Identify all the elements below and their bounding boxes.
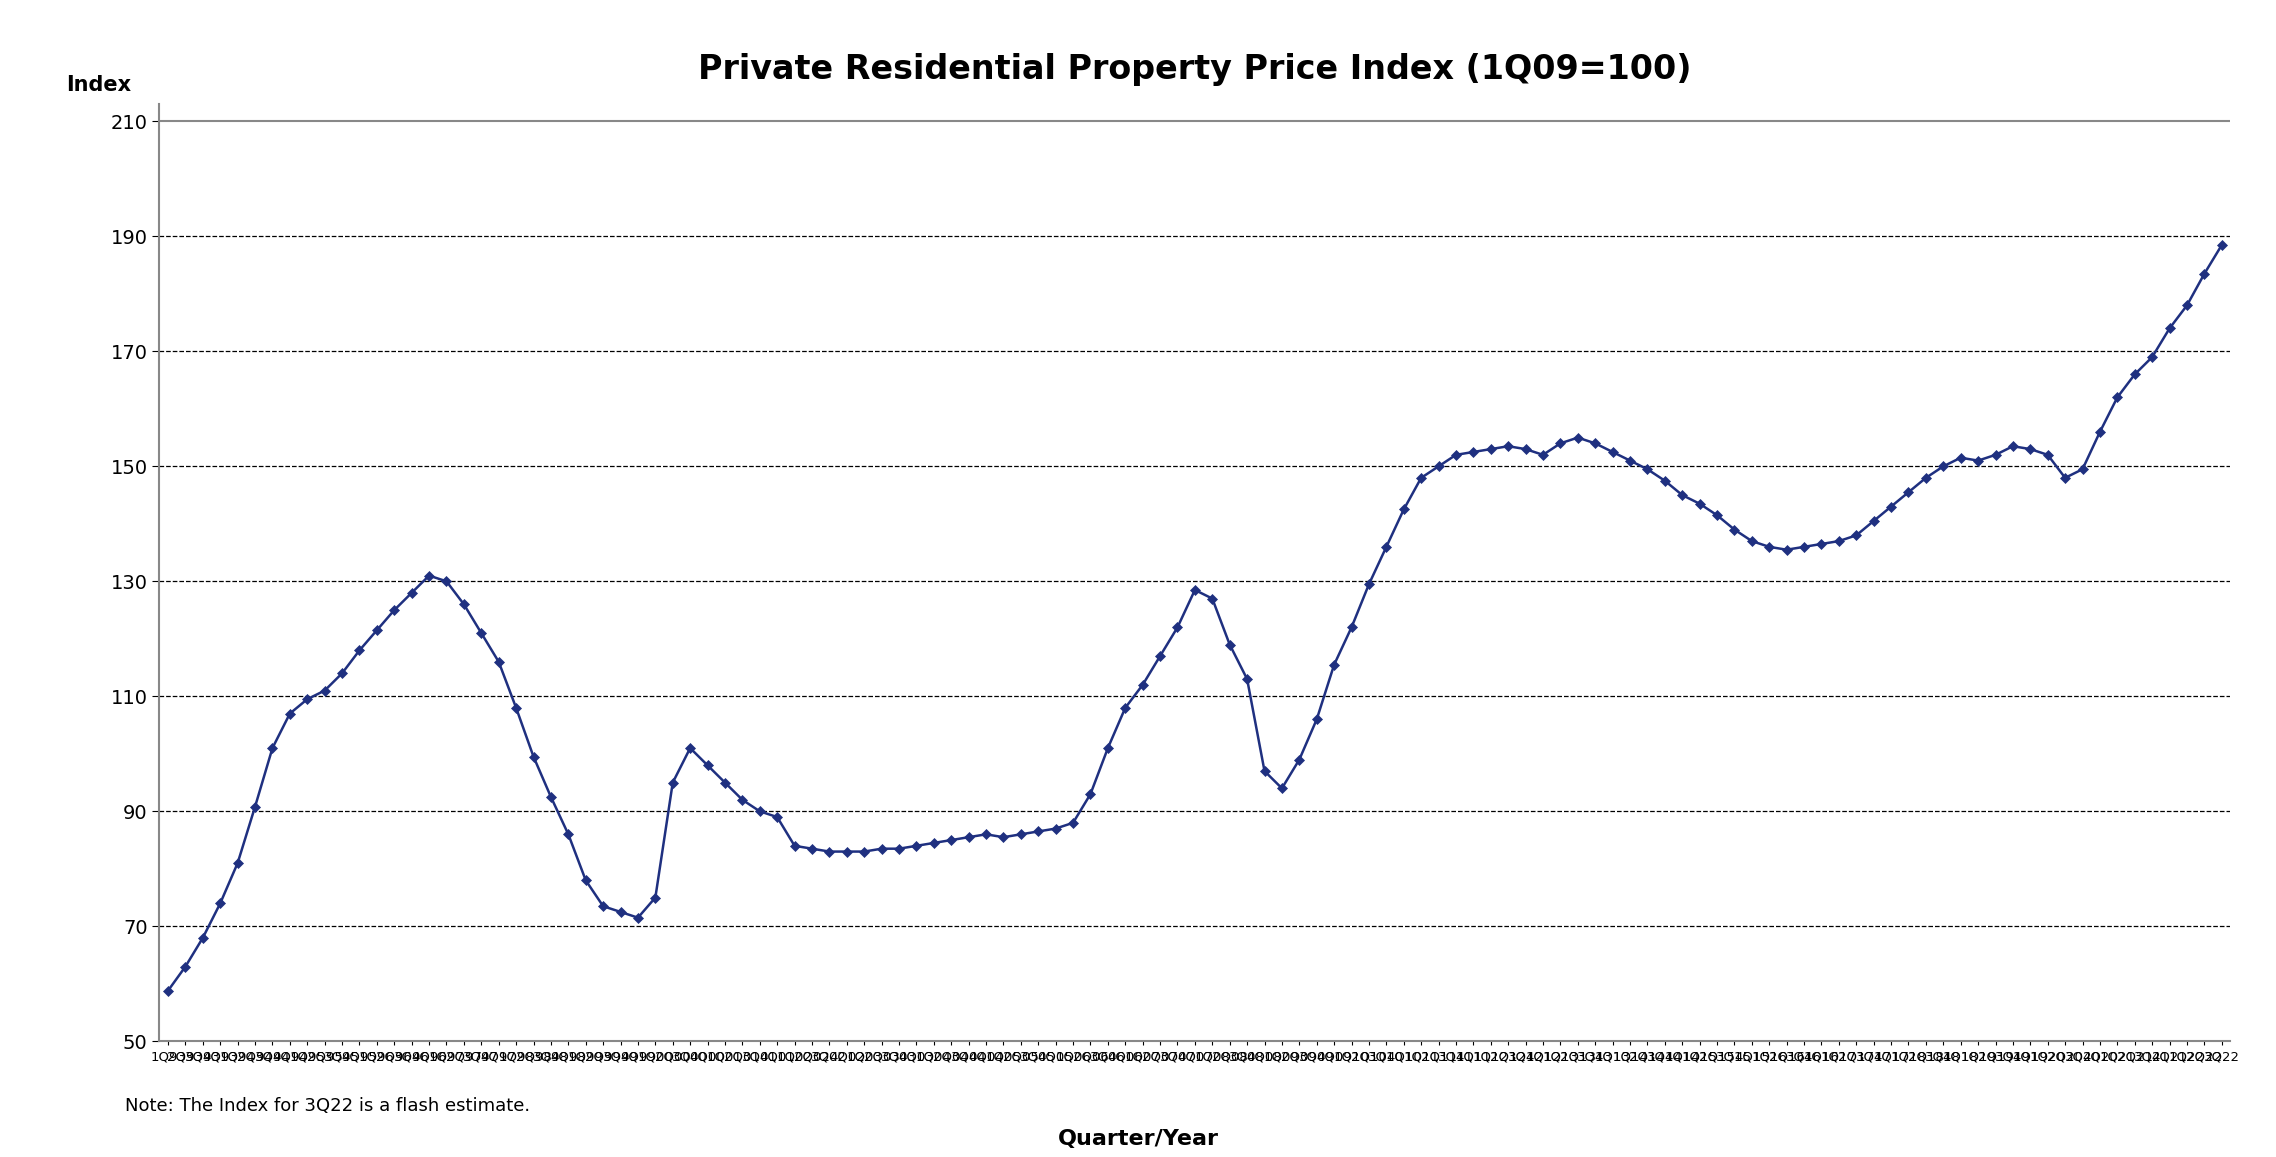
- Text: Quarter/Year: Quarter/Year: [1058, 1129, 1218, 1149]
- Text: Index: Index: [66, 75, 132, 95]
- Title: Private Residential Property Price Index (1Q09=100): Private Residential Property Price Index…: [699, 53, 1691, 86]
- Text: Note: The Index for 3Q22 is a flash estimate.: Note: The Index for 3Q22 is a flash esti…: [125, 1097, 530, 1114]
